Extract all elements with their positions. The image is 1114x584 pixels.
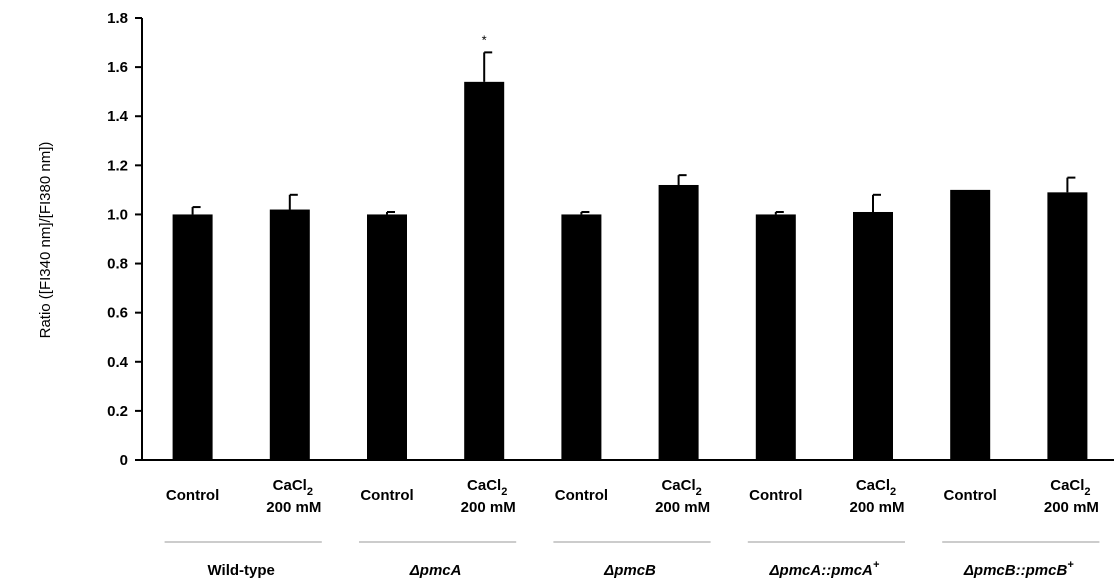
x-tick-label: Control [749,487,802,504]
bar [755,214,796,460]
bar [464,81,505,460]
y-tick-label: 0 [120,452,128,469]
x-tick-label-line2: 200 mM [849,499,904,516]
y-axis-label: Ratio ([FI340 nm]/[FI380 nm]) [37,142,54,339]
x-tick-label: CaCl2 [1050,477,1090,498]
significance-marker: * [482,32,487,47]
y-tick-label: 0.8 [107,256,128,273]
group-label: ΔpmcB [603,562,656,579]
bar [367,214,407,460]
bar [1047,192,1088,460]
group-label: ΔpmcB::pmcB+ [963,559,1074,579]
x-tick-label: CaCl2 [273,477,313,498]
x-tick-label: Control [166,487,219,504]
y-tick-label: 1.6 [107,59,128,76]
bar [269,209,310,460]
x-tick-label: CaCl2 [467,477,507,498]
y-tick-label: 1.0 [107,206,128,223]
y-tick-label: 0.2 [107,403,128,420]
group-labels: Wild-type ΔpmcA ΔpmcB ΔpmcA::pmcA+ ΔpmcB::pm… [164,541,1100,579]
x-tick-label-line2: 200 mM [461,499,516,516]
y-tick-label: 1.8 [107,10,128,27]
x-tick-label: CaCl2 [856,477,896,498]
y-tick-label: 1.4 [107,108,129,125]
y-tick-label: 0.6 [107,305,128,322]
bar [561,214,602,460]
bars-layer: * [172,32,1088,460]
bar [853,211,893,460]
x-tick-label-line2: 200 mM [266,499,321,516]
x-tick-label-line2: 200 mM [1044,499,1099,516]
group-label: ΔpmcA::pmcA+ [768,559,879,579]
y-tick-label: 0.4 [107,354,129,371]
bar [172,214,213,460]
bar [658,184,699,460]
y-tick-label: 1.2 [107,157,128,174]
group-label: Wild-type [208,562,275,579]
x-tick-label: Control [944,487,997,504]
x-tick-label-line2: 200 mM [655,499,710,516]
x-tick-label: CaCl2 [661,477,701,498]
x-tick-label: Control [360,487,413,504]
bar [950,189,991,460]
x-tick-label: Control [555,487,608,504]
group-label: ΔpmcA [409,562,462,579]
